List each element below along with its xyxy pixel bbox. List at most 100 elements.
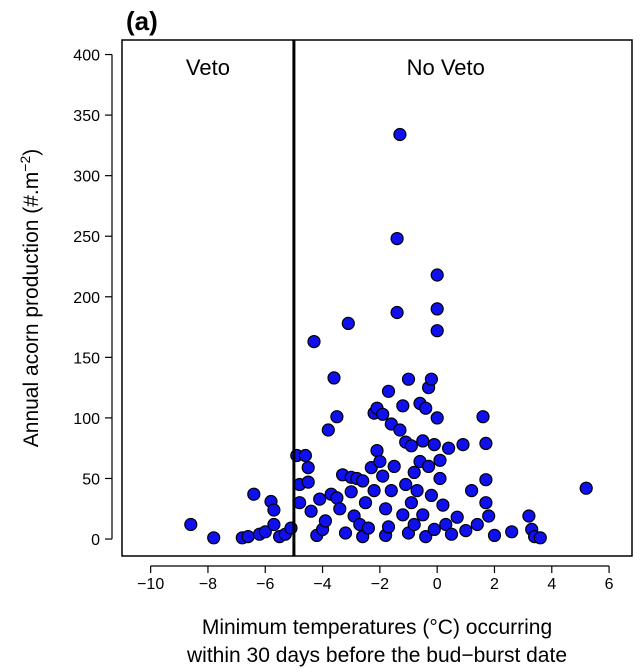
x-tick-label: −4 [313, 576, 331, 593]
x-axis: −10 −8 −6 −4 −2 0 2 4 6 [137, 565, 614, 593]
region-label: Veto [186, 55, 230, 80]
y-axis-label-end: ) [20, 149, 43, 156]
data-point [390, 305, 404, 320]
y-tick-label: 300 [73, 169, 100, 186]
data-point [344, 485, 358, 499]
x-tick-label: −2 [371, 576, 389, 593]
data-point [533, 531, 547, 545]
data-point [401, 372, 416, 386]
data-point [376, 469, 390, 483]
x-tick-label: −8 [199, 576, 217, 593]
data-point [356, 474, 370, 488]
y-axis-label: Annual acorn production (#.m−2) [17, 149, 43, 447]
y-tick-label: 400 [73, 48, 100, 65]
x-tick-label: 6 [605, 576, 614, 593]
data-point [396, 399, 410, 413]
data-point [330, 410, 344, 424]
data-point [424, 488, 438, 502]
data-point [450, 510, 464, 524]
data-point [424, 372, 438, 386]
data-point [479, 436, 493, 450]
data-point [338, 526, 353, 540]
data-point [505, 525, 519, 539]
data-point [393, 127, 407, 142]
data-point [579, 481, 593, 495]
data-point [433, 453, 447, 467]
data-point [241, 529, 255, 544]
data-point [304, 504, 318, 518]
data-point [207, 531, 221, 545]
data-point [442, 441, 456, 455]
data-point [396, 508, 410, 522]
data-point [367, 484, 381, 498]
data-point [433, 471, 447, 486]
x-tick-label: 4 [547, 576, 556, 593]
data-point [333, 502, 347, 516]
data-point [430, 411, 444, 425]
y-axis-label-superscript: −2 [17, 156, 33, 172]
data-point [361, 521, 375, 535]
data-point [399, 477, 413, 492]
y-tick-label: 150 [73, 350, 100, 367]
data-point [479, 473, 493, 487]
data-point [404, 439, 418, 453]
data-point [318, 514, 332, 528]
data-point [267, 517, 281, 532]
data-point [327, 371, 341, 385]
data-point [439, 517, 453, 532]
y-tick-label: 350 [73, 108, 100, 125]
data-point [430, 324, 444, 338]
data-point [427, 438, 441, 452]
data-point [373, 454, 387, 469]
data-point [307, 335, 321, 349]
data-point [390, 232, 404, 246]
data-point [476, 410, 490, 424]
y-axis: 0 50 100 150 200 250 300 350 400 [73, 48, 113, 549]
x-axis-label-line1: Minimum temperatures (°C) occurring [202, 616, 552, 639]
data-point [404, 496, 418, 510]
y-axis-label-main: Annual acorn production (#.m [20, 172, 43, 448]
data-point [427, 522, 441, 537]
data-point [444, 527, 459, 541]
x-tick-label: 2 [490, 576, 499, 593]
data-point [487, 528, 502, 543]
data-point [184, 517, 198, 532]
data-points [184, 127, 593, 545]
data-point [258, 525, 272, 539]
data-point [436, 498, 450, 512]
data-point [298, 448, 312, 463]
data-point [470, 517, 484, 532]
data-point [376, 407, 390, 421]
data-point [313, 492, 327, 506]
x-tick-label: −10 [137, 576, 164, 593]
data-point [267, 503, 281, 517]
data-point [407, 465, 421, 479]
data-point [381, 384, 396, 398]
data-point [479, 496, 493, 510]
data-point [341, 316, 355, 330]
data-point [459, 523, 473, 538]
data-point [422, 459, 436, 473]
data-point [387, 459, 401, 473]
x-axis-label-line2: within 30 days before the bud−burst date [186, 644, 567, 667]
y-tick-label: 250 [73, 229, 100, 246]
region-labels: Veto No Veto [186, 55, 485, 80]
data-point [482, 509, 496, 523]
data-point [410, 484, 424, 498]
data-point [430, 268, 444, 282]
data-point [379, 502, 393, 516]
y-tick-label: 100 [73, 411, 100, 428]
panel-label: (a) [126, 6, 158, 36]
x-tick-label: 0 [433, 576, 442, 593]
data-point [301, 461, 315, 475]
data-point [456, 438, 470, 452]
data-point [419, 529, 433, 544]
data-point [301, 475, 315, 489]
data-point [407, 517, 421, 532]
data-point [522, 509, 536, 523]
y-tick-label: 0 [91, 532, 100, 549]
data-point [370, 444, 384, 458]
data-point [247, 487, 261, 501]
y-tick-label: 200 [73, 290, 100, 307]
